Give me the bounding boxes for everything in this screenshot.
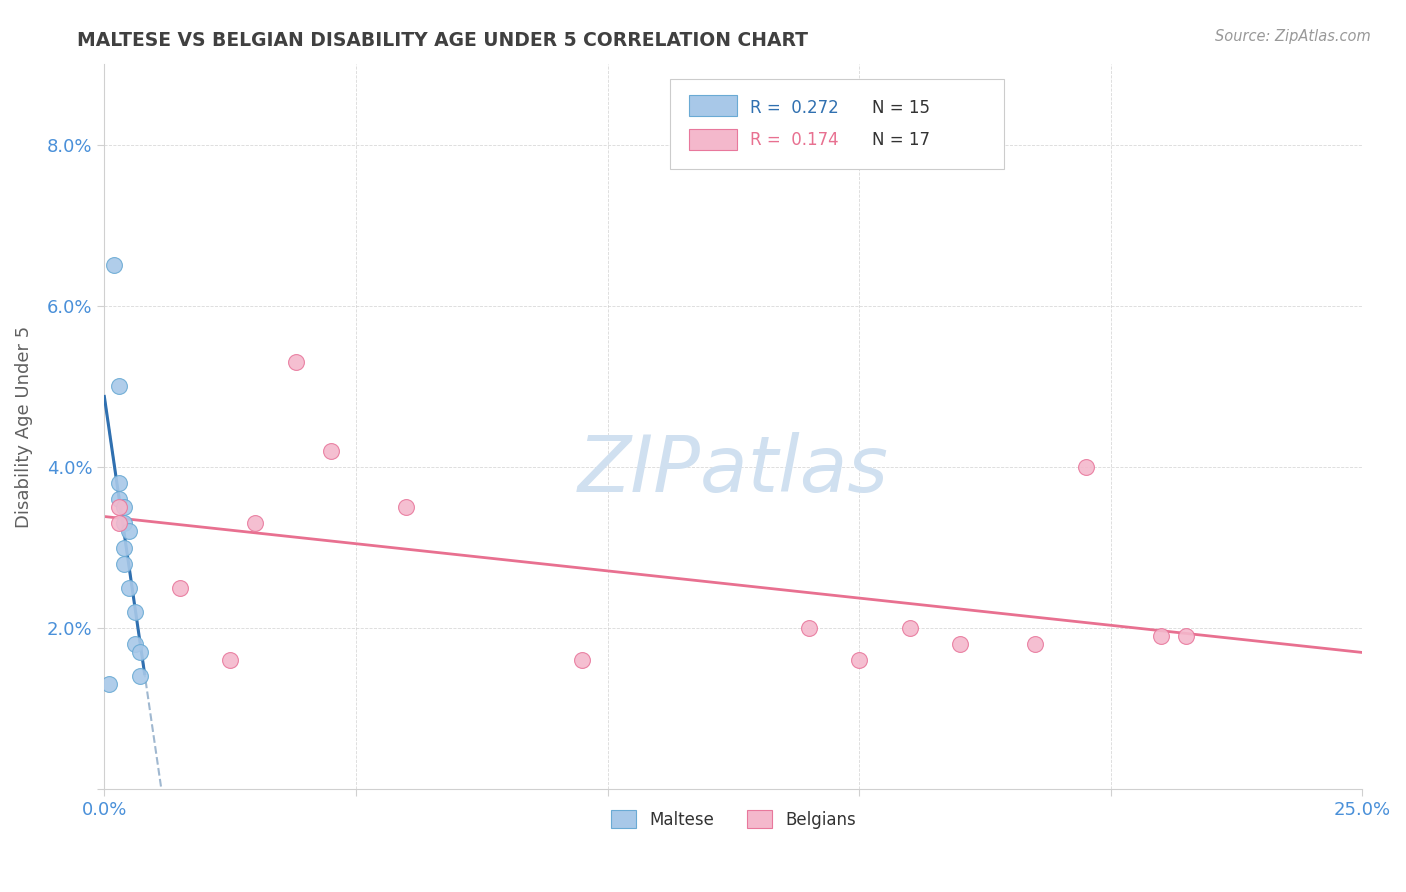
Point <box>128 669 150 683</box>
Point <box>114 557 136 571</box>
Point <box>98 677 121 691</box>
Text: Source: ZipAtlas.com: Source: ZipAtlas.com <box>1215 29 1371 44</box>
Point <box>108 476 131 491</box>
Point <box>124 605 146 619</box>
Point <box>114 541 136 555</box>
Point <box>118 581 141 595</box>
Point <box>898 621 921 635</box>
Point <box>108 500 131 515</box>
Text: R =  0.174: R = 0.174 <box>749 131 838 149</box>
Text: R =  0.272: R = 0.272 <box>749 99 838 117</box>
Point <box>124 637 146 651</box>
Point <box>219 653 242 667</box>
Point <box>245 516 267 531</box>
Point <box>949 637 972 651</box>
Text: N = 15: N = 15 <box>872 99 929 117</box>
Point <box>1024 637 1046 651</box>
Point <box>108 492 131 507</box>
Y-axis label: Disability Age Under 5: Disability Age Under 5 <box>15 326 32 528</box>
Point <box>848 653 870 667</box>
Point <box>571 653 593 667</box>
Text: MALTESE VS BELGIAN DISABILITY AGE UNDER 5 CORRELATION CHART: MALTESE VS BELGIAN DISABILITY AGE UNDER … <box>77 31 808 50</box>
Bar <box>689 129 737 150</box>
Point <box>108 516 131 531</box>
Point <box>284 355 307 369</box>
Point <box>108 379 131 393</box>
Point <box>1150 629 1173 643</box>
Point <box>114 500 136 515</box>
Bar <box>689 95 737 116</box>
Legend: Maltese, Belgians: Maltese, Belgians <box>605 804 863 835</box>
Text: N = 17: N = 17 <box>872 131 929 149</box>
Point <box>1175 629 1198 643</box>
Point <box>395 500 418 515</box>
Point <box>103 259 125 273</box>
Point <box>114 516 136 531</box>
FancyBboxPatch shape <box>671 78 1004 169</box>
Point <box>169 581 191 595</box>
Text: ZIPatlas: ZIPatlas <box>578 432 889 508</box>
Point <box>319 443 342 458</box>
Point <box>128 645 150 659</box>
Point <box>1074 459 1097 474</box>
Point <box>118 524 141 539</box>
Point <box>797 621 820 635</box>
